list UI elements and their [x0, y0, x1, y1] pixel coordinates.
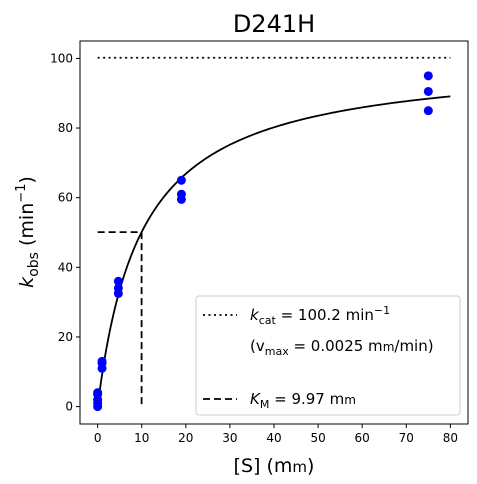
chart-title: D241H [233, 10, 315, 38]
x-tick-label: 0 [94, 431, 102, 445]
y-tick-label: 80 [58, 121, 73, 135]
legend-label-km: KM = 9.97 mm [250, 390, 356, 411]
legend-box [195, 295, 461, 416]
michaelis-menten-fit-curve [96, 95, 451, 407]
data-point [176, 189, 186, 199]
legend-label-vmax: (vmax = 0.0025 mm/min) [250, 337, 434, 358]
x-axis-title: [S] (mm) [234, 455, 315, 477]
x-tick-label: 40 [266, 431, 281, 445]
data-point [176, 175, 186, 185]
y-tick-label: 0 [65, 400, 73, 414]
x-tick-label: 70 [399, 431, 414, 445]
x-axis-ticks: 0 10 20 30 40 50 60 70 80 [94, 424, 458, 445]
x-tick-label: 60 [355, 431, 370, 445]
x-tick-label: 20 [178, 431, 193, 445]
x-tick-label: 10 [134, 431, 149, 445]
data-point [423, 71, 433, 81]
data-point [423, 106, 433, 116]
data-point [97, 356, 107, 366]
x-tick-label: 30 [222, 431, 237, 445]
plot-marks [93, 56, 451, 412]
y-tick-label: 100 [50, 51, 73, 65]
y-axis-ticks: 0 20 40 60 80 100 [50, 51, 80, 414]
x-tick-label: 80 [443, 431, 458, 445]
y-axis-title: kobs (min−1) [14, 176, 42, 288]
data-point [423, 86, 433, 96]
y-tick-label: 40 [58, 260, 73, 274]
x-tick-label: 50 [310, 431, 325, 445]
legend: kcat = 100.2 min−1 (vmax = 0.0025 mm/min… [195, 295, 461, 416]
data-point [113, 283, 123, 293]
y-tick-label: 20 [58, 330, 73, 344]
data-point [113, 276, 123, 286]
y-tick-label: 60 [58, 191, 73, 205]
legend-label-kcat: kcat = 100.2 min−1 [250, 304, 390, 327]
data-point [93, 388, 103, 398]
